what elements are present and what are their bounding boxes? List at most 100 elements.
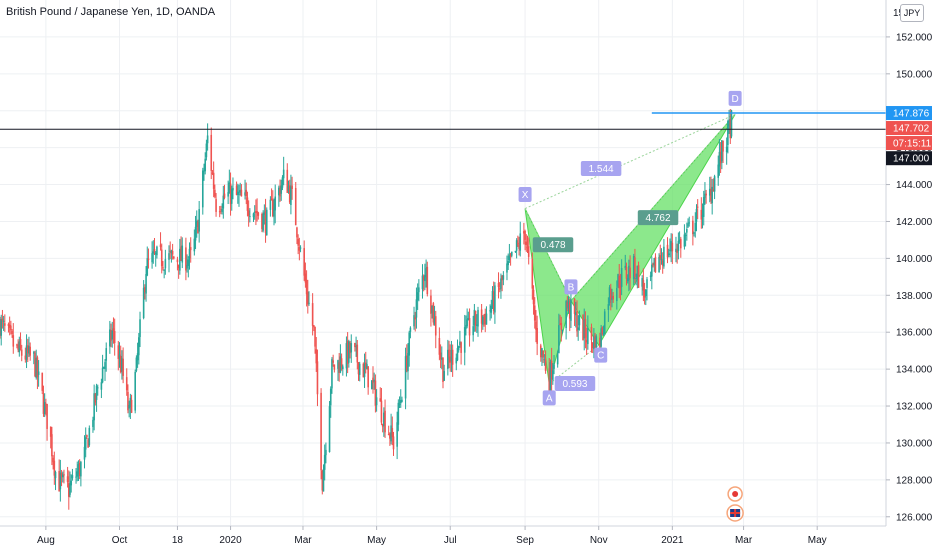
candle-body [696, 206, 699, 208]
y-tick-label-134: 134.000 [896, 365, 932, 376]
candle-body [187, 259, 190, 266]
candle-body [624, 265, 627, 269]
candle-body [533, 305, 536, 321]
candle-body [483, 315, 485, 317]
candle-body [104, 362, 106, 370]
candle-body [239, 190, 242, 193]
candle-body [607, 304, 610, 310]
candle-body [288, 185, 291, 203]
pattern-point-d-bg [728, 90, 742, 106]
candle-body [717, 164, 720, 178]
candle-body [652, 263, 654, 265]
candle-body [667, 253, 670, 255]
candle-body [418, 287, 420, 293]
candle-body [20, 349, 23, 356]
x-tick-label-2: 18 [172, 535, 184, 546]
candle-body [206, 135, 209, 144]
candle-body [290, 186, 292, 205]
candle-body [676, 249, 678, 253]
candle-body [399, 400, 402, 404]
candle-body [659, 255, 662, 260]
last-price-tag-bg [886, 121, 932, 136]
candle-body [179, 248, 181, 271]
pattern-point-a-text: A [546, 393, 553, 404]
candle-body [398, 403, 401, 405]
candle-body [526, 247, 529, 249]
event-markers[interactable] [726, 486, 744, 522]
candle-body [49, 426, 52, 437]
candle-body [240, 189, 243, 197]
candle-body [204, 158, 207, 172]
last-price-tag-text: 147.702 [893, 124, 930, 135]
currency-badge[interactable]: JPY [900, 4, 924, 22]
candle-body [379, 398, 382, 402]
candle-body [308, 302, 310, 304]
level-price-tag-bg [886, 106, 932, 121]
candle-body [459, 341, 461, 346]
candle-body [294, 188, 297, 226]
candle-body [498, 288, 501, 290]
candle-body [730, 110, 733, 137]
candle-body [337, 360, 339, 369]
candle-body [245, 189, 248, 197]
candle-body [649, 275, 652, 278]
candle-body [480, 309, 483, 324]
candle-body [679, 238, 682, 249]
candle-body [46, 403, 48, 429]
candle-body [634, 257, 636, 277]
candle-body [68, 483, 70, 497]
candle-body [485, 313, 488, 325]
candle-body [269, 199, 272, 210]
candle-body [26, 345, 29, 354]
candle-body [443, 371, 446, 381]
pattern-point-b: B [564, 279, 578, 295]
candle-body [509, 253, 512, 257]
ratio-label-2-bg [637, 210, 679, 226]
candle-body [542, 350, 544, 358]
candle-body [590, 327, 593, 341]
candle-body [92, 419, 94, 427]
candle-body [531, 258, 534, 289]
candle-body [119, 355, 122, 373]
candle-body [374, 380, 377, 406]
candle-body [654, 256, 657, 273]
candle-body [426, 266, 429, 295]
candle-body [110, 330, 112, 341]
candle-body [273, 208, 275, 217]
candle-body [539, 345, 542, 358]
candle-body [593, 337, 595, 350]
candle-body [552, 370, 554, 380]
candle-body [270, 198, 273, 201]
candle-body [576, 310, 578, 332]
candle-body [203, 170, 205, 172]
candle-body [356, 344, 359, 363]
candle-body [42, 393, 45, 414]
candle-body [565, 301, 567, 329]
candle-body [345, 343, 348, 369]
candle-body [287, 186, 290, 192]
candle-body [303, 248, 305, 276]
candle-body [159, 244, 162, 247]
countdown-tag-text: 07:15:11 [893, 139, 932, 150]
x-tick-label-7: Sep [516, 535, 534, 546]
y-tick-label-140: 140.000 [896, 254, 932, 265]
candle-body [700, 209, 703, 220]
candle-body [0, 319, 3, 336]
candle-body [278, 187, 280, 196]
candle-body [117, 345, 120, 359]
candle-body [375, 397, 378, 406]
candle-body [704, 193, 706, 198]
candle-body [641, 278, 643, 287]
candle-body [490, 305, 493, 313]
candle-body [373, 379, 375, 382]
candle-body [96, 387, 99, 389]
y-tick-label-128: 128.000 [896, 475, 932, 486]
time-axis-bg [0, 526, 932, 550]
pattern-point-b-bg [564, 279, 578, 295]
candle-body [548, 368, 551, 392]
candle-body [660, 258, 663, 261]
candle-body [238, 193, 240, 195]
candle-body [635, 278, 637, 280]
candle-body [256, 211, 258, 214]
